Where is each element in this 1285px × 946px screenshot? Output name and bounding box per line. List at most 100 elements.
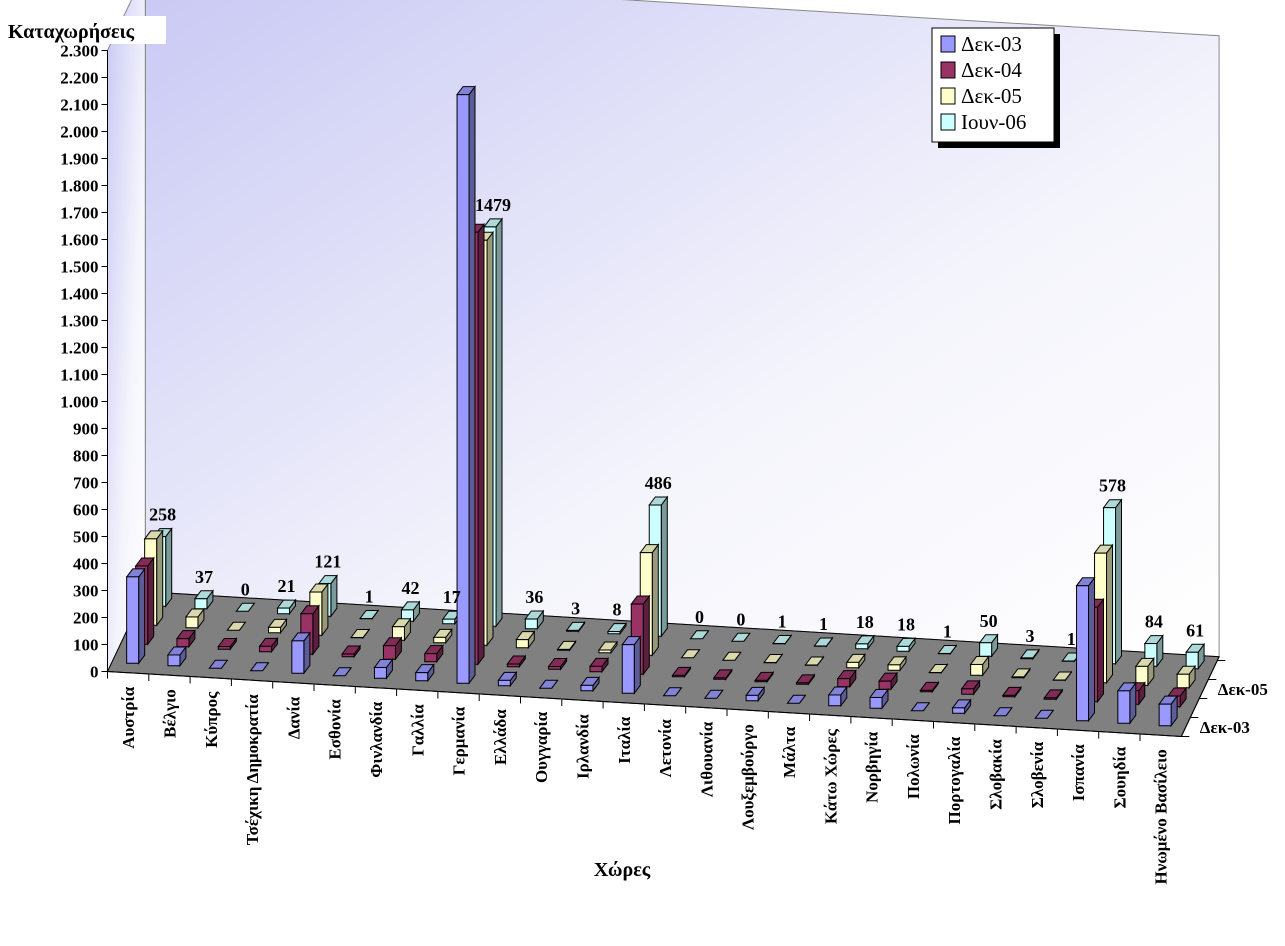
bar-top	[226, 621, 247, 631]
bar	[827, 685, 848, 708]
bar-front	[855, 643, 869, 650]
y-tick-label: 1.700	[60, 204, 98, 223]
bar-front	[828, 694, 842, 707]
y-tick-label: 2.200	[60, 69, 98, 88]
y-tick-label: 200	[73, 609, 99, 628]
bar-front	[754, 679, 768, 683]
bar-front	[598, 649, 612, 654]
data-label: 42	[401, 578, 419, 598]
data-label: 84	[1145, 612, 1163, 632]
bar-side	[651, 543, 659, 657]
bar	[919, 680, 940, 694]
bars	[125, 85, 1206, 728]
x-tick-label: Ιταλία	[615, 716, 634, 764]
x-tick-label: Πολωνία	[904, 734, 923, 799]
data-label: 18	[856, 612, 874, 632]
bar	[373, 658, 394, 680]
bar	[772, 634, 793, 646]
x-tick-label: Ισπανία	[1069, 744, 1088, 802]
data-label: 17	[443, 587, 461, 607]
bar-front	[919, 689, 933, 693]
bar-front	[456, 94, 470, 684]
bar	[400, 600, 421, 623]
bar	[712, 668, 733, 681]
bar	[565, 620, 586, 633]
bar-side	[1106, 543, 1113, 685]
depth-axis	[1180, 656, 1220, 737]
bar	[745, 685, 766, 703]
bar-front	[745, 694, 759, 702]
bar	[580, 675, 600, 693]
bar	[506, 654, 527, 669]
data-label: 18	[897, 614, 915, 634]
x-tick-label: Κύπρος	[202, 691, 221, 748]
bar	[382, 636, 403, 661]
y-tick-label: 2.000	[60, 123, 98, 142]
y-axis-title: Καταχωρήσεις	[8, 21, 135, 43]
bar-front	[176, 638, 190, 648]
bar	[910, 702, 931, 712]
bar-front	[795, 682, 809, 685]
bar-front	[382, 645, 396, 660]
bar-front	[1020, 657, 1034, 660]
y-tick-label: 2.100	[60, 96, 98, 115]
bar-front	[424, 653, 438, 663]
data-label: 3	[571, 598, 580, 618]
bar	[763, 653, 784, 665]
bar-side	[156, 529, 164, 627]
bar-front	[126, 576, 140, 664]
y-tick-label: 1.800	[60, 177, 98, 196]
bar-front	[497, 679, 511, 687]
bar	[359, 609, 380, 621]
y-tick-label: 0	[90, 663, 99, 682]
bar	[960, 679, 981, 696]
bar	[208, 659, 229, 669]
bar-top	[910, 702, 931, 712]
foreground: 01002003004005006007008009001.0001.1001.…	[60, 42, 1268, 885]
data-label: 61	[1186, 620, 1204, 640]
bar	[290, 631, 311, 675]
data-label: 1479	[475, 195, 511, 215]
x-tick-label: Βέλγιο	[160, 689, 179, 738]
legend-label: Δεκ-03	[961, 32, 1022, 56]
bar	[1134, 656, 1155, 687]
bar-top	[208, 659, 229, 669]
bar	[721, 651, 742, 661]
x-tick-label: Λουξεμβούργο	[739, 724, 758, 830]
bar-side	[642, 594, 650, 676]
data-label: 121	[314, 552, 341, 572]
bar-side	[1097, 597, 1104, 704]
bar	[524, 609, 545, 631]
data-label: 3	[1025, 626, 1034, 646]
x-tick-label: Κάτω Χώρες	[821, 728, 840, 824]
y-tick-label: 1.500	[60, 258, 98, 277]
bar	[589, 656, 609, 674]
bar	[414, 663, 435, 683]
y-tick-label: 1.600	[60, 231, 98, 250]
bar-side	[660, 495, 668, 638]
bar-front	[713, 677, 727, 680]
x-tick-label: Σλοβακία	[986, 739, 1005, 810]
legend-swatch	[940, 61, 956, 79]
bar-front	[217, 646, 231, 650]
bar	[937, 644, 958, 656]
bar-front	[970, 663, 984, 676]
bar-side	[138, 567, 146, 665]
bar-side	[477, 222, 485, 666]
x-tick-label: Φινλανδία	[367, 701, 386, 777]
bar-side	[147, 556, 155, 646]
data-label: 0	[736, 609, 745, 629]
x-tick-label: Ηνωμένο Βασίλειο	[1152, 749, 1171, 884]
bar-front	[869, 696, 883, 709]
bar-front	[979, 642, 993, 657]
bar-front	[557, 648, 571, 651]
bar	[813, 636, 834, 648]
bar	[1075, 576, 1096, 723]
bar-side	[633, 635, 641, 695]
bar-top	[249, 662, 270, 672]
y-tick-label: 500	[73, 528, 99, 547]
bar	[878, 671, 898, 691]
bar	[1052, 670, 1073, 682]
x-tick-label: Δανία	[284, 696, 303, 739]
data-label: 21	[278, 576, 296, 596]
